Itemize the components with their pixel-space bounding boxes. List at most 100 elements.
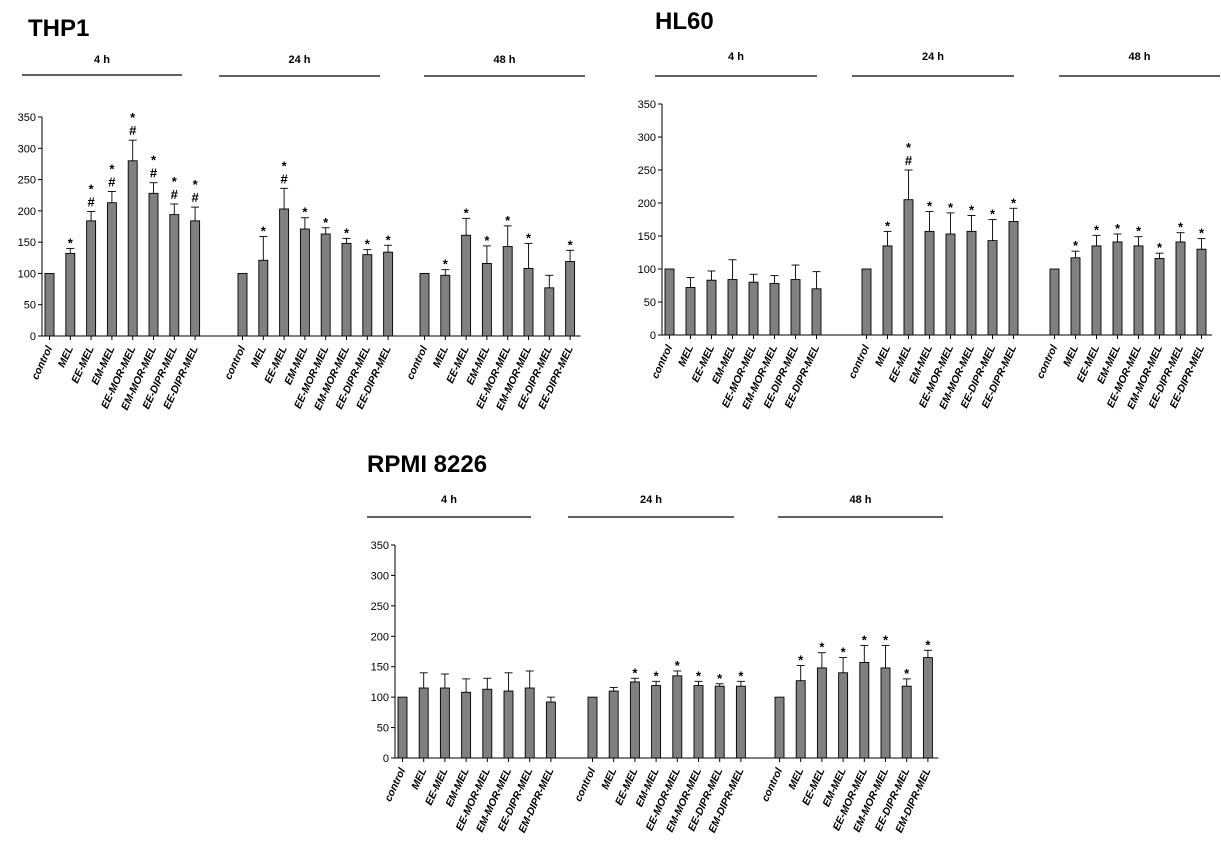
significance-star: * bbox=[386, 232, 392, 247]
significance-star: * bbox=[969, 203, 975, 218]
bar bbox=[148, 192, 159, 337]
significance-star: * bbox=[883, 632, 889, 647]
significance-star: * bbox=[1011, 195, 1017, 210]
significance-star: * bbox=[862, 632, 868, 647]
significance-star: * bbox=[990, 207, 996, 222]
group-label: 48 h bbox=[849, 494, 871, 506]
bar bbox=[903, 199, 914, 336]
bar bbox=[987, 240, 998, 336]
bar bbox=[482, 688, 493, 759]
bar bbox=[106, 202, 117, 337]
bar bbox=[279, 208, 290, 337]
panel-title-rpmi8226: RPMI 8226 bbox=[367, 451, 487, 478]
significance-star: * bbox=[443, 257, 449, 272]
significance-star: * bbox=[365, 237, 371, 252]
significance-star: * bbox=[1136, 224, 1142, 239]
y-tick-label: 150 bbox=[638, 231, 656, 243]
group-label: 4 h bbox=[728, 51, 744, 63]
significance-star: * bbox=[738, 668, 744, 683]
bar bbox=[795, 680, 806, 759]
category-label: MEL bbox=[676, 343, 696, 368]
significance-star: * bbox=[68, 235, 74, 250]
bar bbox=[651, 685, 662, 759]
significance-star: * bbox=[841, 645, 847, 660]
bar bbox=[1091, 245, 1102, 336]
y-tick-label: 50 bbox=[24, 300, 36, 312]
bar bbox=[880, 667, 891, 759]
bar bbox=[1070, 257, 1081, 336]
bar bbox=[1049, 268, 1060, 336]
bar bbox=[237, 272, 248, 337]
significance-hash: # bbox=[150, 166, 158, 181]
significance-hash: # bbox=[129, 123, 137, 138]
bar bbox=[44, 272, 55, 337]
significance-star: * bbox=[1073, 238, 1079, 253]
y-tick-label: 50 bbox=[644, 297, 656, 309]
significance-star: * bbox=[904, 666, 910, 681]
group-label: 24 h bbox=[922, 51, 944, 63]
significance-star: * bbox=[505, 213, 511, 228]
bar bbox=[418, 687, 429, 759]
bar bbox=[735, 685, 746, 759]
category-label: control bbox=[1034, 342, 1060, 380]
significance-star: * bbox=[89, 181, 95, 196]
bar bbox=[769, 283, 780, 336]
bar bbox=[190, 220, 201, 337]
bar bbox=[258, 259, 269, 337]
bar bbox=[966, 230, 977, 336]
significance-star: * bbox=[1178, 220, 1184, 235]
category-label: control bbox=[759, 765, 785, 803]
panel-title-thp1: THP1 bbox=[28, 15, 89, 42]
category-label: control bbox=[572, 765, 598, 803]
significance-star: * bbox=[302, 205, 308, 220]
bar bbox=[714, 685, 725, 759]
bar bbox=[901, 685, 912, 759]
bar bbox=[362, 254, 373, 337]
y-tick-label: 200 bbox=[18, 206, 36, 218]
y-tick-label: 50 bbox=[377, 723, 389, 735]
significance-star: * bbox=[1094, 222, 1100, 237]
significance-star: * bbox=[927, 199, 933, 214]
y-tick-label: 250 bbox=[638, 165, 656, 177]
y-tick-label: 300 bbox=[638, 132, 656, 144]
bar bbox=[439, 687, 450, 759]
y-tick-label: 150 bbox=[371, 662, 389, 674]
bar bbox=[1008, 221, 1019, 336]
significance-star: * bbox=[1115, 221, 1121, 236]
bar bbox=[790, 279, 801, 336]
significance-hash: # bbox=[108, 174, 116, 189]
significance-star: * bbox=[675, 658, 681, 673]
bar bbox=[299, 228, 310, 337]
bar bbox=[664, 268, 675, 336]
bar bbox=[922, 657, 933, 759]
bar bbox=[383, 251, 394, 337]
y-tick-label: 250 bbox=[371, 601, 389, 613]
significance-hash: # bbox=[191, 190, 199, 205]
bar bbox=[503, 690, 514, 759]
bar bbox=[1196, 248, 1207, 336]
group-label: 24 h bbox=[640, 494, 662, 506]
bar bbox=[127, 160, 138, 337]
bar bbox=[481, 262, 492, 337]
bar bbox=[672, 675, 683, 759]
category-label: control bbox=[29, 343, 55, 381]
category-label: MEL bbox=[56, 344, 76, 369]
category-label: MEL bbox=[431, 344, 451, 369]
significance-star: * bbox=[130, 110, 136, 125]
significance-star: * bbox=[798, 652, 804, 667]
significance-star: * bbox=[172, 174, 178, 189]
significance-hash: # bbox=[87, 194, 95, 209]
significance-star: * bbox=[109, 161, 115, 176]
bar bbox=[320, 233, 331, 337]
bar bbox=[629, 681, 640, 759]
category-label: control bbox=[404, 343, 430, 381]
significance-star: * bbox=[632, 665, 638, 680]
significance-star: * bbox=[344, 225, 350, 240]
y-tick-label: 350 bbox=[638, 99, 656, 111]
bar bbox=[882, 245, 893, 336]
y-tick-label: 300 bbox=[371, 570, 389, 582]
y-tick-label: 200 bbox=[371, 631, 389, 643]
bar bbox=[1112, 241, 1123, 336]
